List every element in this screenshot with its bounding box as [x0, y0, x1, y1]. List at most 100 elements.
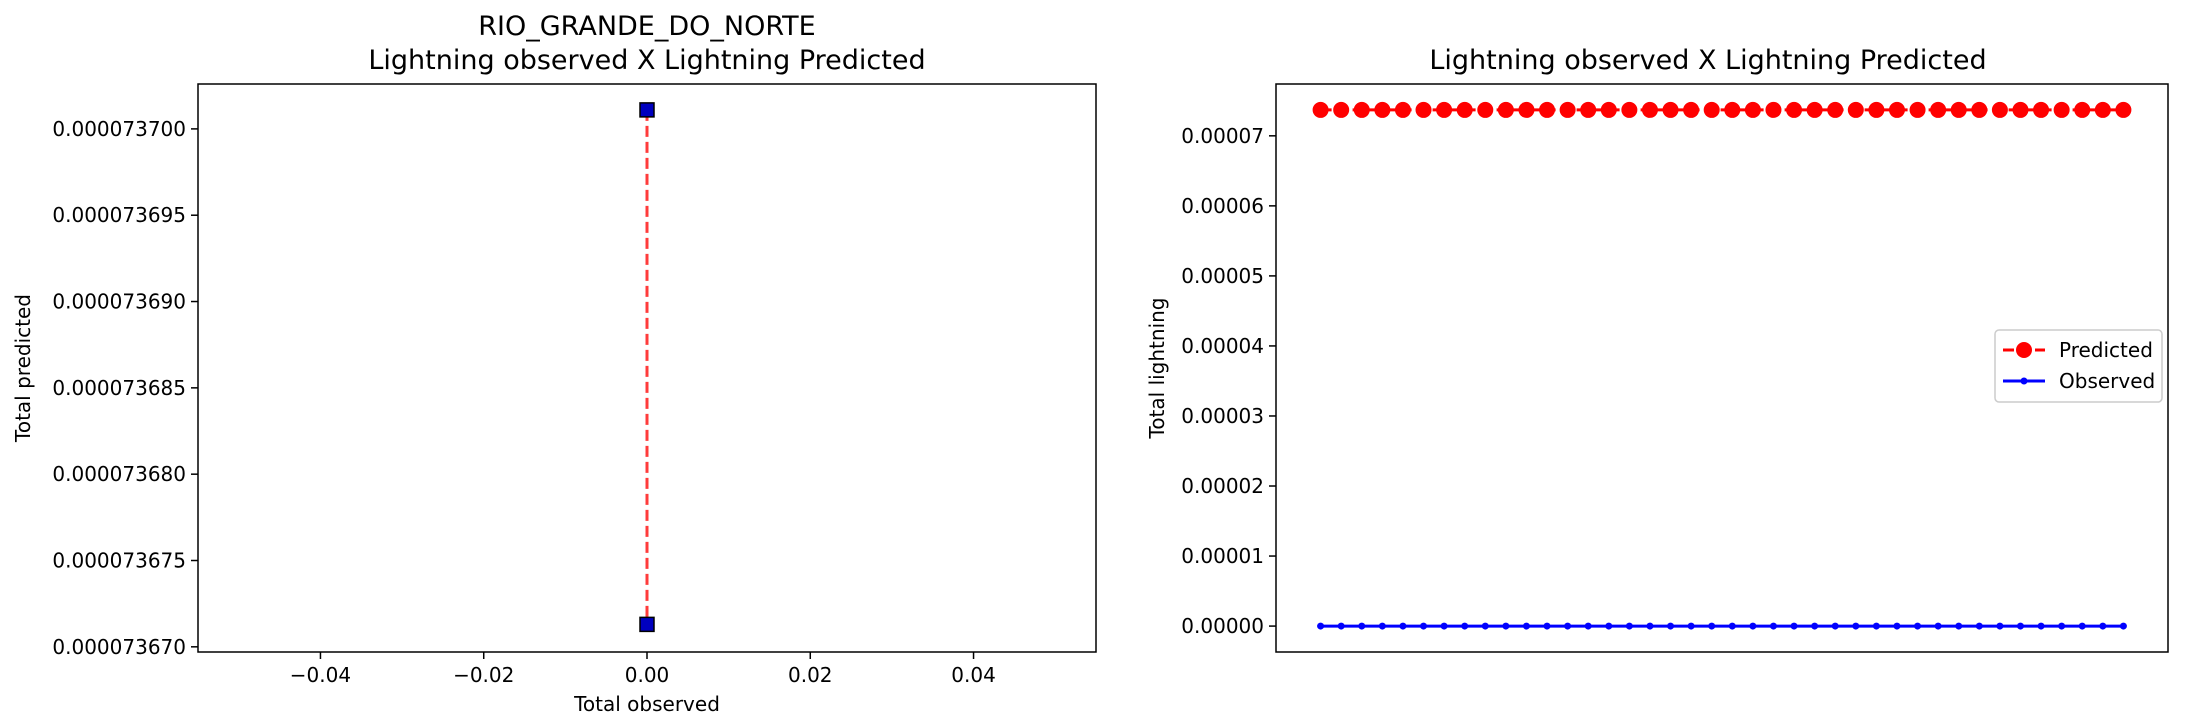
right-y-tick-label: 0.00007 [1181, 124, 1264, 148]
right-series-predicted-point [1950, 101, 1967, 118]
left-x-tick-label: −0.02 [453, 663, 514, 687]
right-series-observed-point [2078, 622, 2086, 630]
left-x-tick-label: 0.04 [951, 663, 996, 687]
right-series-observed-point [1852, 622, 1860, 630]
right-series-predicted-point [1374, 101, 1391, 118]
left-axes-frame [197, 83, 1097, 653]
right-series-predicted-point [1539, 101, 1556, 118]
right-series-predicted-point [1827, 101, 1844, 118]
right-y-tick-label: 0.00002 [1181, 474, 1264, 498]
right-series-observed-point [1625, 622, 1633, 630]
left-data-point [639, 616, 655, 633]
right-series-predicted-point [1765, 101, 1782, 118]
right-series-predicted-point [1312, 101, 1329, 118]
right-series-predicted-point [1353, 101, 1370, 118]
left-y-tick-label: 0.000073695 [52, 203, 186, 227]
right-series-observed-point [1996, 622, 2004, 630]
right-series-observed-point [1461, 622, 1469, 630]
right-series-observed-point [1667, 622, 1675, 630]
right-series-predicted-point [1621, 101, 1638, 118]
right-series-predicted-point [1436, 101, 1453, 118]
right-series-observed-point [1337, 622, 1345, 630]
right-series-observed-point [1481, 622, 1489, 630]
right-series-predicted-point [2115, 101, 2132, 118]
right-series-predicted-point [1703, 101, 1720, 118]
right-y-tick-label: 0.00003 [1181, 404, 1264, 428]
right-series-observed-point [1502, 622, 1510, 630]
legend: Predicted Observed [1994, 329, 2163, 403]
right-series-predicted-point [1333, 101, 1350, 118]
right-y-tick-label: 0.00000 [1181, 614, 1264, 638]
left-y-axis-label: Total predicted [11, 294, 35, 443]
right-series-predicted-point [2012, 101, 2029, 118]
right-series-predicted-point [1662, 101, 1679, 118]
right-series-observed-point [1564, 622, 1572, 630]
right-series-observed-point [1420, 622, 1428, 630]
right-series-predicted-point [1415, 101, 1432, 118]
right-series-observed-point [1605, 622, 1613, 630]
right-series-observed-point [1831, 622, 1839, 630]
right-series-observed-point [1317, 622, 1325, 630]
right-series-predicted-point [1580, 101, 1597, 118]
right-series-observed-point [1378, 622, 1386, 630]
legend-observed-marker [2020, 377, 2028, 385]
right-series-predicted-point [2094, 101, 2111, 118]
left-y-tick-label: 0.000073685 [52, 376, 186, 400]
right-series-observed-point [1728, 622, 1736, 630]
right-series-predicted-point [1786, 101, 1803, 118]
left-chart: RIO_GRANDE_DO_NORTE Lightning observed X… [11, 11, 1097, 716]
right-y-tick-label: 0.00006 [1181, 194, 1264, 218]
right-plot-area: 0.00000 0.00001 0.00002 0.00003 0.00004 0.000… [1181, 101, 2132, 638]
right-series-observed-point [1522, 622, 1530, 630]
right-series-observed-point [2016, 622, 2024, 630]
left-plot-area: −0.04 −0.02 0.00 0.02 0.04 0.000073670 0.00007… [52, 102, 996, 687]
right-series-predicted-point [2074, 101, 2091, 118]
right-series-predicted-point [1518, 101, 1535, 118]
right-series-predicted-point [1600, 101, 1617, 118]
left-x-axis-label: Total observed [573, 692, 720, 716]
right-series-predicted-point [1497, 101, 1514, 118]
right-series-predicted-point [2033, 101, 2050, 118]
left-data-point [639, 102, 655, 118]
right-series-observed-point [1543, 622, 1551, 630]
right-series-predicted-point [2053, 101, 2070, 118]
right-series-predicted-point [1868, 101, 1885, 118]
left-y-tick-label: 0.000073690 [52, 290, 186, 314]
left-chart-title-line2: Lightning observed X Lightning Predicted [368, 45, 925, 76]
legend-box [1994, 329, 2163, 403]
right-series-observed-point [1769, 622, 1777, 630]
left-x-tick-label: −0.04 [290, 663, 351, 687]
right-series-observed-point [2058, 622, 2066, 630]
right-chart-title: Lightning observed X Lightning Predicted [1429, 45, 1986, 76]
right-series-predicted-point [1930, 101, 1947, 118]
right-series-predicted-point [1559, 101, 1576, 118]
right-series-observed-point [2037, 622, 2045, 630]
right-y-axis-label: Total lightning [1145, 298, 1169, 440]
right-series-predicted-point [1888, 101, 1905, 118]
right-series-observed-point [1914, 622, 1922, 630]
left-chart-title-line1: RIO_GRANDE_DO_NORTE [478, 11, 815, 42]
right-series-predicted-point [1847, 101, 1864, 118]
right-series-predicted-point [1971, 101, 1988, 118]
right-series-observed-point [1975, 622, 1983, 630]
right-series-observed-point [1358, 622, 1366, 630]
right-series-observed-point [1790, 622, 1798, 630]
right-series-predicted-point [1991, 101, 2008, 118]
right-series-observed-point [2099, 622, 2107, 630]
left-x-tick-label: 0.02 [788, 663, 833, 687]
right-series-predicted-point [1456, 101, 1473, 118]
right-series-observed-point [1440, 622, 1448, 630]
right-series-observed-point [1399, 622, 1407, 630]
right-series-observed-point [1687, 622, 1695, 630]
right-series-observed-point [2119, 622, 2127, 630]
right-series-predicted-point [1641, 101, 1658, 118]
legend-observed-label: Observed [2059, 369, 2155, 393]
right-series-observed-point [1811, 622, 1819, 630]
right-y-tick-label: 0.00001 [1181, 544, 1264, 568]
right-series-predicted-point [1394, 101, 1411, 118]
left-y-tick-label: 0.000073700 [52, 117, 186, 141]
right-series-predicted-point [1477, 101, 1494, 118]
legend-predicted-marker [2016, 342, 2032, 358]
right-series-observed-point [1934, 622, 1942, 630]
